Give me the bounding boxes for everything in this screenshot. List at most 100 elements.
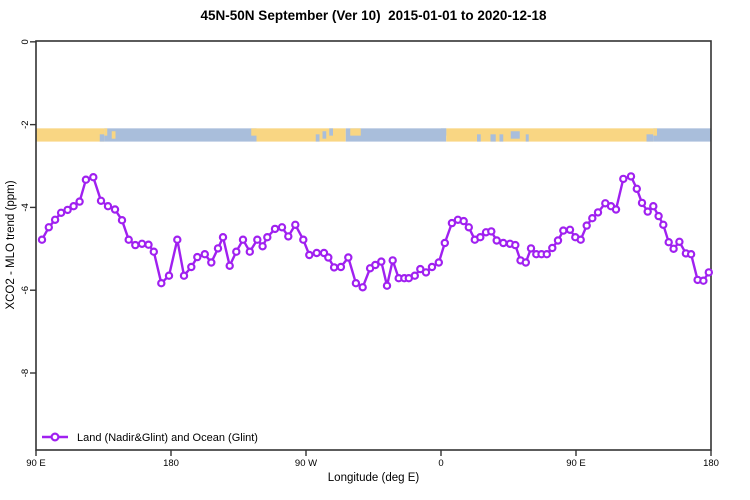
data-point-marker xyxy=(179,271,189,280)
data-point-marker xyxy=(258,242,267,251)
data-point-marker xyxy=(263,232,272,242)
band-speck-ocean xyxy=(510,131,520,139)
data-point-marker xyxy=(89,172,98,182)
data-point-marker xyxy=(643,207,652,216)
data-point-marker xyxy=(225,261,234,270)
data-point-marker xyxy=(619,174,628,184)
data-point-marker xyxy=(637,198,647,208)
data-point-marker xyxy=(270,224,280,234)
data-point-marker xyxy=(669,244,678,253)
data-point-marker xyxy=(110,205,120,214)
band-speck-ocean xyxy=(315,134,320,142)
data-point-marker xyxy=(69,201,78,211)
data-point-marker xyxy=(416,264,425,274)
data-point-marker xyxy=(611,205,621,214)
data-point-marker xyxy=(548,243,557,253)
band-speck-ocean xyxy=(525,134,529,142)
data-point-marker xyxy=(447,218,457,228)
data-point-marker xyxy=(193,252,202,262)
data-point-marker xyxy=(187,262,196,272)
data-point-marker xyxy=(654,211,663,221)
data-point-marker xyxy=(253,235,262,244)
data-point-marker xyxy=(232,247,241,256)
data-point-marker xyxy=(459,216,468,226)
data-point-marker xyxy=(305,250,314,260)
data-point-marker xyxy=(329,263,339,272)
data-point-marker xyxy=(582,221,591,230)
x-tick-label: 0 xyxy=(438,458,443,469)
x-axis-label: Longitude (deg E) xyxy=(327,472,420,484)
series-line xyxy=(40,175,710,289)
band-speck-land xyxy=(350,128,361,136)
y-axis-label: XCO2 - MLO trend (ppm) xyxy=(5,180,17,310)
band-segment-land xyxy=(446,128,654,142)
band-speck-ocean xyxy=(490,134,496,142)
data-point-marker xyxy=(81,175,91,184)
data-point-marker xyxy=(487,227,496,236)
y-tick-label: -6 xyxy=(20,286,31,294)
axis-ticks: 90 E 180 90 W 0 90 E 180 0 -2 -4 -6 -8 xyxy=(20,39,719,469)
data-point-marker xyxy=(553,236,563,245)
x-tick-label: 180 xyxy=(163,458,179,469)
band-segment-land xyxy=(36,128,105,142)
data-point-marker xyxy=(593,208,603,217)
data-point-marker xyxy=(131,240,140,250)
data-point-marker xyxy=(137,239,147,248)
data-point-marker xyxy=(299,235,308,244)
data-point-marker xyxy=(63,205,72,215)
data-point-marker xyxy=(421,268,431,277)
band-segment-ocean xyxy=(653,128,711,142)
series-land-ocean xyxy=(37,172,714,292)
band-speck-ocean xyxy=(99,134,105,142)
x-tick-label: 90 W xyxy=(295,458,317,469)
data-point-marker xyxy=(542,249,552,259)
data-point-marker xyxy=(675,237,684,246)
data-point-marker xyxy=(664,237,673,247)
land-ocean-strip xyxy=(36,128,711,142)
x-tick-label: 180 xyxy=(703,458,719,469)
data-point-marker xyxy=(44,223,54,232)
data-point-marker xyxy=(207,258,216,267)
data-point-marker xyxy=(164,271,174,280)
data-point-marker xyxy=(626,172,636,181)
data-point-marker xyxy=(440,238,449,248)
data-point-marker xyxy=(75,197,84,206)
data-point-marker xyxy=(521,258,531,267)
data-point-marker xyxy=(50,215,60,224)
chart-title: 45N-50N September (Ver 10) 2015-01-01 to… xyxy=(200,8,547,23)
y-tick-label: -8 xyxy=(20,369,31,377)
band-speck-ocean xyxy=(477,134,481,142)
band-speck-land xyxy=(251,128,257,136)
band-segment-ocean xyxy=(345,128,447,142)
data-point-marker xyxy=(358,283,367,292)
data-point-marker xyxy=(324,253,333,262)
data-point-marker xyxy=(157,279,166,288)
data-point-marker xyxy=(588,213,597,223)
data-point-marker xyxy=(37,235,47,244)
band-speck-land xyxy=(104,128,108,136)
band-speck-land xyxy=(653,128,657,136)
plot-box xyxy=(35,40,712,451)
data-point-marker xyxy=(213,244,223,253)
data-point-marker xyxy=(117,215,127,225)
data-point-marker xyxy=(565,225,575,234)
data-point-marker xyxy=(699,276,708,285)
band-speck-ocean xyxy=(322,131,327,139)
data-point-marker xyxy=(704,268,714,277)
band-speck-ocean xyxy=(441,128,447,136)
band-speck-ocean xyxy=(646,134,654,142)
data-point-marker xyxy=(377,257,386,266)
data-point-marker xyxy=(499,238,508,248)
data-point-marker xyxy=(434,258,443,267)
data-point-marker xyxy=(218,232,228,242)
data-point-marker xyxy=(427,262,437,272)
band-speck-land xyxy=(111,131,116,139)
x-tick-label: 90 E xyxy=(566,458,586,469)
data-point-marker xyxy=(200,249,209,259)
band-segment-ocean xyxy=(104,128,257,142)
data-point-marker xyxy=(649,201,658,211)
data-point-marker xyxy=(388,256,397,265)
data-point-marker xyxy=(659,220,668,229)
